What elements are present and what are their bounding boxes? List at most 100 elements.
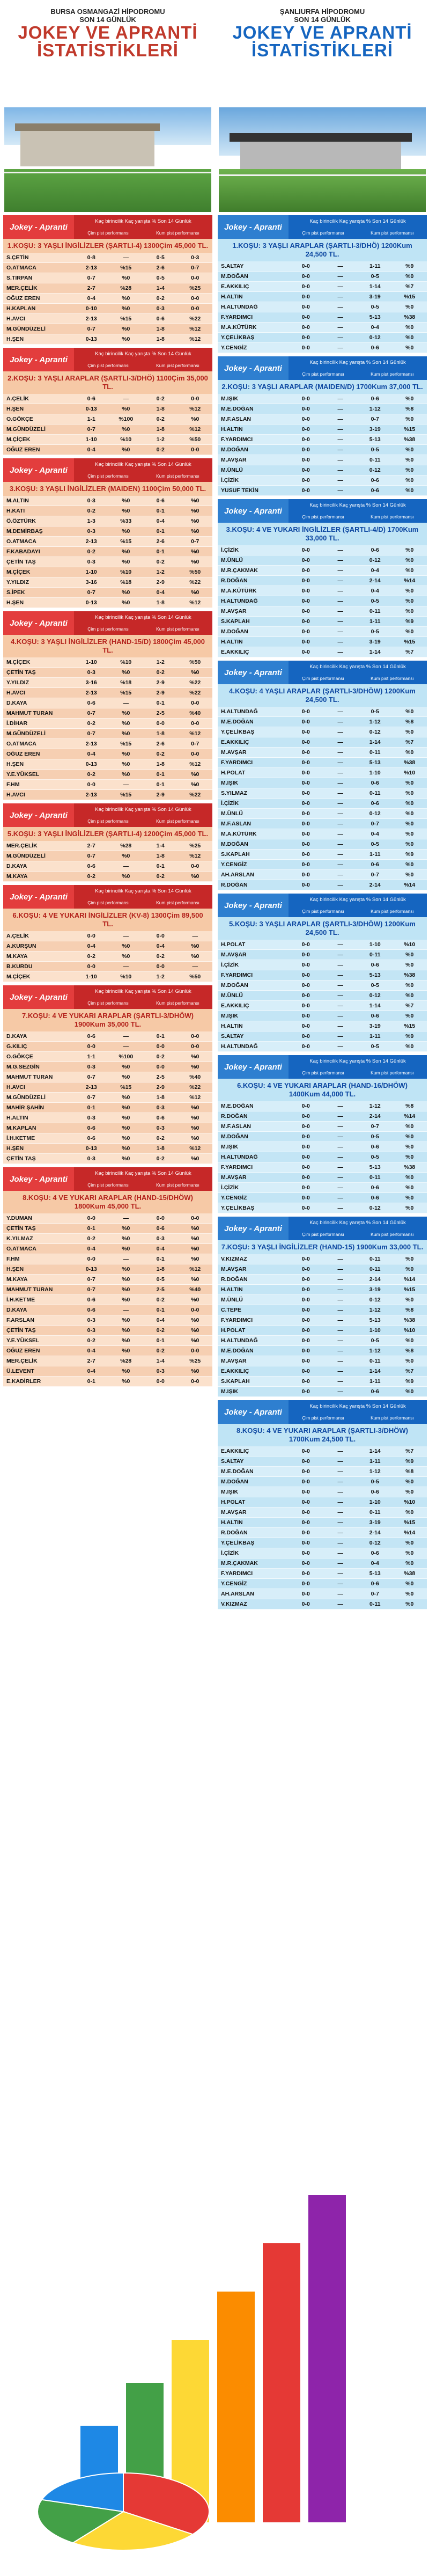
stat-cell: %0 xyxy=(405,628,414,635)
stat-cell: 0-5 xyxy=(371,447,379,453)
illustration-bar xyxy=(217,2292,255,2522)
stat-cell: — xyxy=(337,1043,344,1050)
stat-cell: 2-6 xyxy=(156,538,165,545)
stat-cell: %0 xyxy=(122,853,130,859)
stat-cell: — xyxy=(337,1113,344,1119)
race-rows: M.IŞIK 0-0 — 0-6 %0 M.E.DOĞAN 0-0 — 1-12 %8 M.F.AS… xyxy=(217,394,428,496)
jockey-row: H.ALTIN 0-0 — 3-19 %15 xyxy=(218,292,427,302)
stat-cell: %0 xyxy=(122,710,130,716)
stat-cell: — xyxy=(337,1297,344,1303)
jockey-row: M.ALTIN 0-3 %0 0-6 %0 xyxy=(3,496,212,506)
legend-top-text: Kaç birincilik Kaç yarışta % Son 14 Günl… xyxy=(95,614,191,620)
stat-cell: 0-4 xyxy=(371,588,379,594)
legend-bottom: Çim pist performansı Kum pist performansı xyxy=(289,227,427,239)
stat-cell: 0-12 xyxy=(369,810,381,817)
stat-cell: 0-1 xyxy=(156,1033,165,1040)
sanliurfa-races: Jokey - Apranti Kaç birincilik Kaç yarışt… xyxy=(217,215,428,1609)
stat-cell: 0-12 xyxy=(369,1540,381,1546)
legend-turf-label: Çim pist performansı xyxy=(87,900,130,905)
stat-cell: 1-12 xyxy=(369,1468,381,1475)
stat-cell: %0 xyxy=(405,708,414,715)
stat-cell: 0-0 xyxy=(191,275,199,281)
jockey-name: D.KAYA xyxy=(6,700,27,706)
legend-bar: Jokey - Apranti Kaç birincilik Kaç yarışt… xyxy=(3,215,212,239)
stat-cell: 0-0 xyxy=(301,273,310,280)
stat-cell: 0-0 xyxy=(301,1591,310,1597)
jockey-row: F.KABADAYI 0-2 %0 0-1 %0 xyxy=(3,547,212,557)
stat-cell: 2-6 xyxy=(156,265,165,271)
jockey-name: M.ALTIN xyxy=(6,497,29,504)
jockey-name: İ.ÇİZİK xyxy=(221,1184,239,1191)
stat-cell: 1-11 xyxy=(369,851,381,858)
jockey-row: M.AVŞAR 0-0 — 0-11 %0 xyxy=(218,455,427,465)
stat-cell: %0 xyxy=(122,1337,130,1344)
stat-cell: 2-13 xyxy=(85,1084,97,1091)
stat-cell: 0-1 xyxy=(87,1104,95,1111)
race-title: 8.KOŞU: 4 VE YUKARI ARAPLAR (ŞARTLI-3/DH… xyxy=(218,1424,427,1446)
stat-cell: 0-2 xyxy=(156,559,165,565)
jockey-name: M.GÜNDÜZELİ xyxy=(6,853,46,859)
stat-cell: 0-3 xyxy=(87,1327,95,1334)
jockey-row: OĞUZ EREN 0-4 %0 0-2 0-0 xyxy=(3,1346,212,1356)
stat-cell: 0-0 xyxy=(301,283,310,290)
stat-cell: 0-0 xyxy=(301,1103,310,1109)
stat-cell: 0-2 xyxy=(156,953,165,960)
stat-cell: — xyxy=(123,933,129,939)
jockey-name: AH.ARSLAN xyxy=(221,872,254,878)
stat-cell: %15 xyxy=(120,792,132,798)
stat-cell: %0 xyxy=(405,1388,414,1395)
stat-cell: 0-6 xyxy=(371,547,379,553)
stat-cell: 3-19 xyxy=(369,294,381,300)
jockey-row: H.ALTUNDAĞ 0-0 — 0-5 %0 xyxy=(218,1336,427,1346)
stat-cell: 0-5 xyxy=(371,273,379,280)
jockey-name: M.AVŞAR xyxy=(221,952,247,958)
stat-cell: 0-2 xyxy=(156,1327,165,1334)
stat-cell: %0 xyxy=(405,800,414,807)
stat-cell: %15 xyxy=(404,1286,416,1293)
legend-dirt-label: Kum pist performansı xyxy=(156,900,199,905)
legend-bottom: Çim pist performansı Kum pist performansı xyxy=(289,672,427,684)
legend-dirt-label: Kum pist performansı xyxy=(156,818,199,824)
stat-cell: 1-4 xyxy=(156,1358,165,1364)
jockey-name: H.ALTUNDAĞ xyxy=(221,1337,258,1344)
stat-cell: 0-11 xyxy=(369,790,381,796)
stat-cell: 0-11 xyxy=(369,952,381,958)
legend-top-text: Kaç birincilik Kaç yarışta % Son 14 Günl… xyxy=(309,1219,406,1226)
stat-cell: %0 xyxy=(405,1013,414,1019)
stat-cell: 0-4 xyxy=(156,1246,165,1252)
jockey-row: H.ALTUNDAĞ 0-0 — 0-5 %0 xyxy=(218,596,427,606)
jockey-row: ÇETİN TAŞ 0-3 %0 0-2 %0 xyxy=(3,557,212,567)
jockey-row: H.ALTUNDAĞ 0-0 — 0-5 %0 xyxy=(218,302,427,312)
stat-cell: %0 xyxy=(122,1276,130,1283)
stat-cell: 0-0 xyxy=(301,1195,310,1201)
stat-cell: — xyxy=(337,759,344,766)
stat-cell: 0-0 xyxy=(301,1133,310,1140)
stat-cell: 0-0 xyxy=(87,963,95,970)
stat-cell: — xyxy=(337,416,344,422)
sanliurfa-title-1: JOKEY VE APRANTİ xyxy=(232,23,412,42)
jockey-name: E.AKKILIÇ xyxy=(221,283,249,290)
stat-cell: 0-6 xyxy=(156,316,165,322)
jockey-name: M.IŞIK xyxy=(221,1388,239,1395)
jockey-name: H.ALTUNDAĞ xyxy=(221,1043,258,1050)
stat-cell: %0 xyxy=(405,831,414,837)
jockey-name: A.ÇELİK xyxy=(6,933,29,939)
stat-cell: 1-11 xyxy=(369,1458,381,1465)
stat-cell: %0 xyxy=(122,1064,130,1070)
stat-cell: 1-10 xyxy=(85,569,97,575)
stat-cell: 1-10 xyxy=(85,974,97,980)
legend-columns: Kaç birincilik Kaç yarışta % Son 14 Günl… xyxy=(74,985,212,1009)
stat-cell: 0-0 xyxy=(301,1337,310,1344)
stat-cell: %0 xyxy=(122,1074,130,1080)
stat-cell: %9 xyxy=(405,618,414,625)
stat-cell: %0 xyxy=(405,345,414,351)
stat-cell: %25 xyxy=(189,285,201,291)
stat-cell: 0-5 xyxy=(371,708,379,715)
stat-cell: %8 xyxy=(405,719,414,725)
stat-cell: 1-2 xyxy=(156,436,165,443)
stat-cell: 0-3 xyxy=(156,305,165,312)
sanliurfa-subtitle-1: ŞANLIURFA HİPODROMU xyxy=(279,8,365,16)
jockey-row: MER.ÇELİK 2-7 %28 1-4 %25 xyxy=(3,841,212,851)
stat-cell: %0 xyxy=(122,305,130,312)
jockey-name: S.KAPLAH xyxy=(221,1378,250,1385)
